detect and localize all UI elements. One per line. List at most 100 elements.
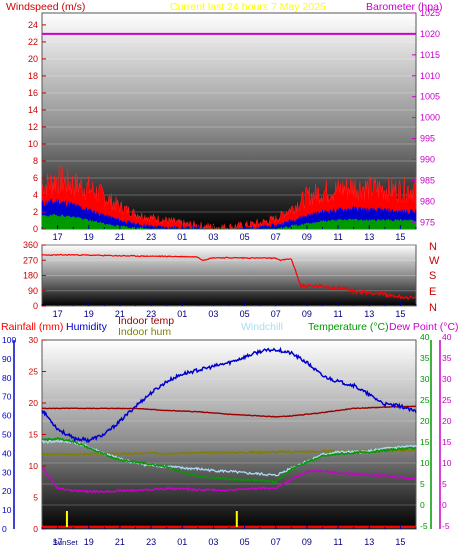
direction-x-tick-label: 01 [177, 309, 187, 319]
compass-label-e: E [429, 286, 436, 298]
temperature-y-tick-label: 25 [420, 395, 430, 405]
direction-x-tick-label: 03 [208, 309, 218, 319]
temperature-y-tick-label: 5 [420, 479, 425, 489]
temperature-x-tick-label: 05 [240, 537, 250, 547]
direction-x-tick-label: 05 [240, 309, 250, 319]
temperature-x-tick-label: 03 [208, 537, 218, 547]
dewpoint-y-tick-label: 5 [442, 479, 447, 489]
direction-y-tick-label: 360 [23, 240, 38, 250]
temperature-x-tick-label: 19 [84, 537, 94, 547]
wind-y-tick-label: 6 [33, 173, 38, 183]
wind-y-tick-label: 10 [28, 139, 38, 149]
barometer-y-tick-label: 1010 [420, 71, 440, 81]
barometer-y-tick-label: 995 [420, 134, 435, 144]
wind-x-tick-label: 01 [177, 232, 187, 242]
wind-x-tick-label: 15 [395, 232, 405, 242]
barometer-y-tick-label: 980 [420, 196, 435, 206]
dewpoint-y-tick-label: 10 [442, 458, 452, 468]
direction-y-tick-label: 90 [28, 286, 38, 296]
legend-humidity: Humidity [66, 321, 108, 333]
rain-y-tick-label: 25 [29, 367, 39, 377]
wind-y-tick-label: 2 [33, 207, 38, 217]
wind-y-tick-label: 4 [33, 190, 38, 200]
wind-x-tick-label: 23 [146, 232, 156, 242]
humidity-y-tick-label: 100 [2, 335, 16, 345]
wind-y-tick-label: 20 [28, 54, 38, 64]
wind-y-tick-label: 16 [28, 88, 38, 98]
temperature-x-tick-label: 15 [395, 537, 405, 547]
temperature-x-tick-label: 09 [302, 537, 312, 547]
temperature-y-tick-label: 15 [420, 437, 430, 447]
barometer-y-tick-label: 1015 [420, 50, 440, 60]
wind-y-tick-label: 22 [28, 37, 38, 47]
indoor-temp-line [41, 405, 417, 418]
dewpoint-y-tick-label: 0 [442, 500, 447, 510]
wind-x-tick-label: 21 [115, 232, 125, 242]
wind-x-tick-label: 07 [271, 232, 281, 242]
wind-y-tick-label: 24 [28, 20, 38, 30]
barometer-y-tick-label: 990 [420, 155, 435, 165]
direction-x-tick-label: 13 [364, 309, 374, 319]
temperature-x-tick-label: 13 [364, 537, 374, 547]
humidity-line [41, 346, 417, 444]
temperature-y-tick-label: 35 [420, 353, 430, 363]
humidity-y-tick-label: 10 [2, 505, 12, 515]
dewpoint-y-tick-label: 30 [442, 374, 452, 384]
direction-y-tick-label: 180 [23, 271, 38, 281]
direction-x-tick-label: 15 [395, 309, 405, 319]
dewpoint-y-tick-label: 40 [442, 332, 452, 342]
dewpoint-y-tick-label: 25 [442, 395, 452, 405]
temperature-x-tick-label: 23 [146, 537, 156, 547]
temperature-panel [41, 339, 417, 530]
direction-x-tick-label: 21 [115, 309, 125, 319]
direction-x-tick-label: 07 [271, 309, 281, 319]
humidity-y-tick-label: 60 [2, 411, 12, 421]
wind-x-tick-label: 11 [333, 232, 342, 242]
humidity-y-tick-label: 20 [2, 486, 12, 496]
temperature-y-tick-label: 10 [420, 458, 430, 468]
rain-y-tick-label: 20 [29, 398, 39, 408]
dewpoint-line [41, 466, 417, 494]
rain-y-tick-label: 15 [29, 430, 39, 440]
wind-x-tick-label: 13 [364, 232, 374, 242]
legend-indoor-hum: Indoor hum [118, 326, 171, 338]
barometer-y-tick-label: 1025 [420, 8, 440, 18]
rain-y-tick-label: 10 [29, 461, 39, 471]
temperature-line [41, 436, 417, 484]
direction-x-tick-label: 09 [302, 309, 312, 319]
temperature-y-tick-label: 0 [420, 500, 425, 510]
wind-y-tick-label: 14 [28, 105, 38, 115]
compass-label-s: S [429, 270, 436, 282]
rain-y-tick-label: 5 [33, 493, 38, 503]
sun-event-marker [235, 511, 238, 527]
direction-x-tick-label: 19 [84, 309, 94, 319]
chart-title: Current last 24 hours 7 May 2025 [170, 1, 326, 13]
temperature-x-tick-label: 11 [333, 537, 342, 547]
barometer-y-tick-label: 1020 [420, 29, 440, 39]
wind-y-tick-label: 0 [33, 224, 38, 234]
legend-indoor-temp: Indoor temp [118, 315, 174, 327]
compass-label-n-top: N [429, 241, 437, 253]
direction-x-tick-label: 23 [146, 309, 156, 319]
temperature-y-tick-label: 20 [420, 416, 430, 426]
legend-windchill: Windchill [241, 321, 283, 333]
direction-y-tick-label: 0 [33, 301, 38, 311]
barometer-y-tick-label: 1005 [420, 92, 440, 102]
wind-x-tick-label: 19 [84, 232, 94, 242]
direction-y-tick-label: 270 [23, 255, 38, 265]
temperature-x-tick-label: 01 [177, 537, 187, 547]
barometer-y-tick-label: 1000 [420, 113, 440, 123]
wind-x-tick-label: 03 [208, 232, 218, 242]
wind-x-tick-label: 17 [53, 232, 63, 242]
humidity-y-tick-label: 80 [2, 373, 12, 383]
direction-x-tick-label: 11 [333, 309, 342, 319]
dewpoint-y-tick-label: 35 [442, 353, 452, 363]
compass-label-w: W [429, 255, 440, 267]
humidity-y-tick-label: 90 [2, 354, 12, 364]
legend-rainfall: Rainfall (mm) [1, 321, 63, 333]
humidity-y-tick-label: 0 [2, 524, 7, 534]
wind-direction-line [41, 253, 417, 300]
wind-y-tick-label: 8 [33, 156, 38, 166]
